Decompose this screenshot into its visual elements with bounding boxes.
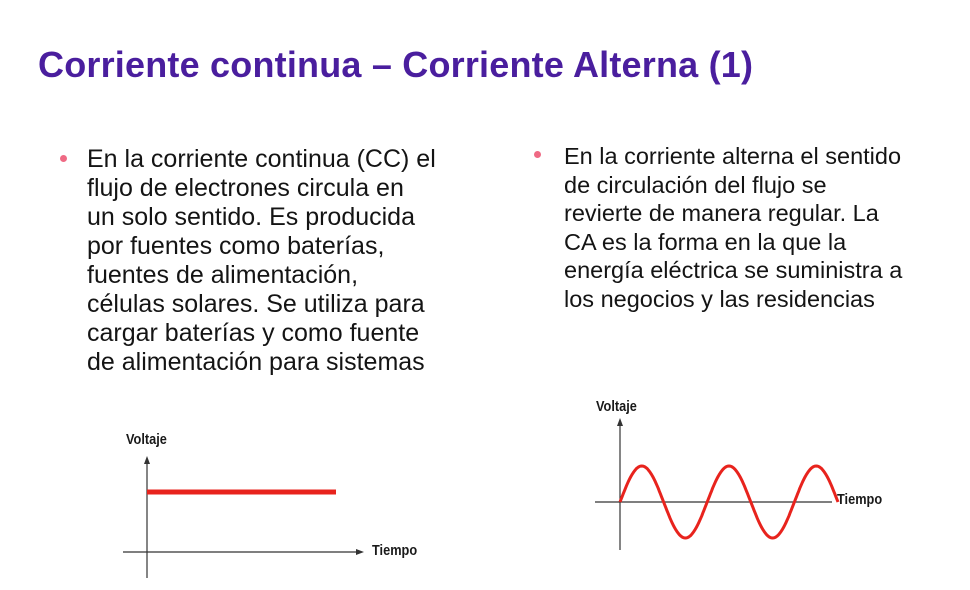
dc-y-arrow-icon (144, 456, 150, 464)
bullet-ac-text: En la corriente alterna el sentido de ci… (564, 143, 903, 312)
dc-graph-svg (123, 456, 364, 578)
dc-graph: Voltaje Tiempo (110, 425, 450, 590)
dc-x-arrow-icon (356, 549, 364, 555)
bullet-dc-text: En la corriente continua (CC) el flujo d… (87, 145, 436, 376)
ac-graph-svg (595, 418, 840, 550)
ac-y-label: Voltaje (596, 398, 637, 415)
bullet-dot-icon (534, 151, 541, 158)
ac-y-arrow-icon (617, 418, 623, 426)
bullet-ac: En la corriente alterna el sentido de ci… (534, 142, 954, 313)
dc-y-label: Voltaje (126, 431, 167, 448)
dc-x-label: Tiempo (372, 542, 418, 559)
ac-voltage-wave (618, 464, 840, 540)
ac-graph: Voltaje Tiempo (580, 392, 910, 552)
bullet-dc: En la corriente continua (CC) el flujo d… (60, 145, 490, 377)
ac-x-label: Tiempo (837, 491, 883, 508)
slide-title: Corriente continua – Corriente Alterna (… (38, 44, 754, 85)
bullet-dot-icon (60, 155, 67, 162)
